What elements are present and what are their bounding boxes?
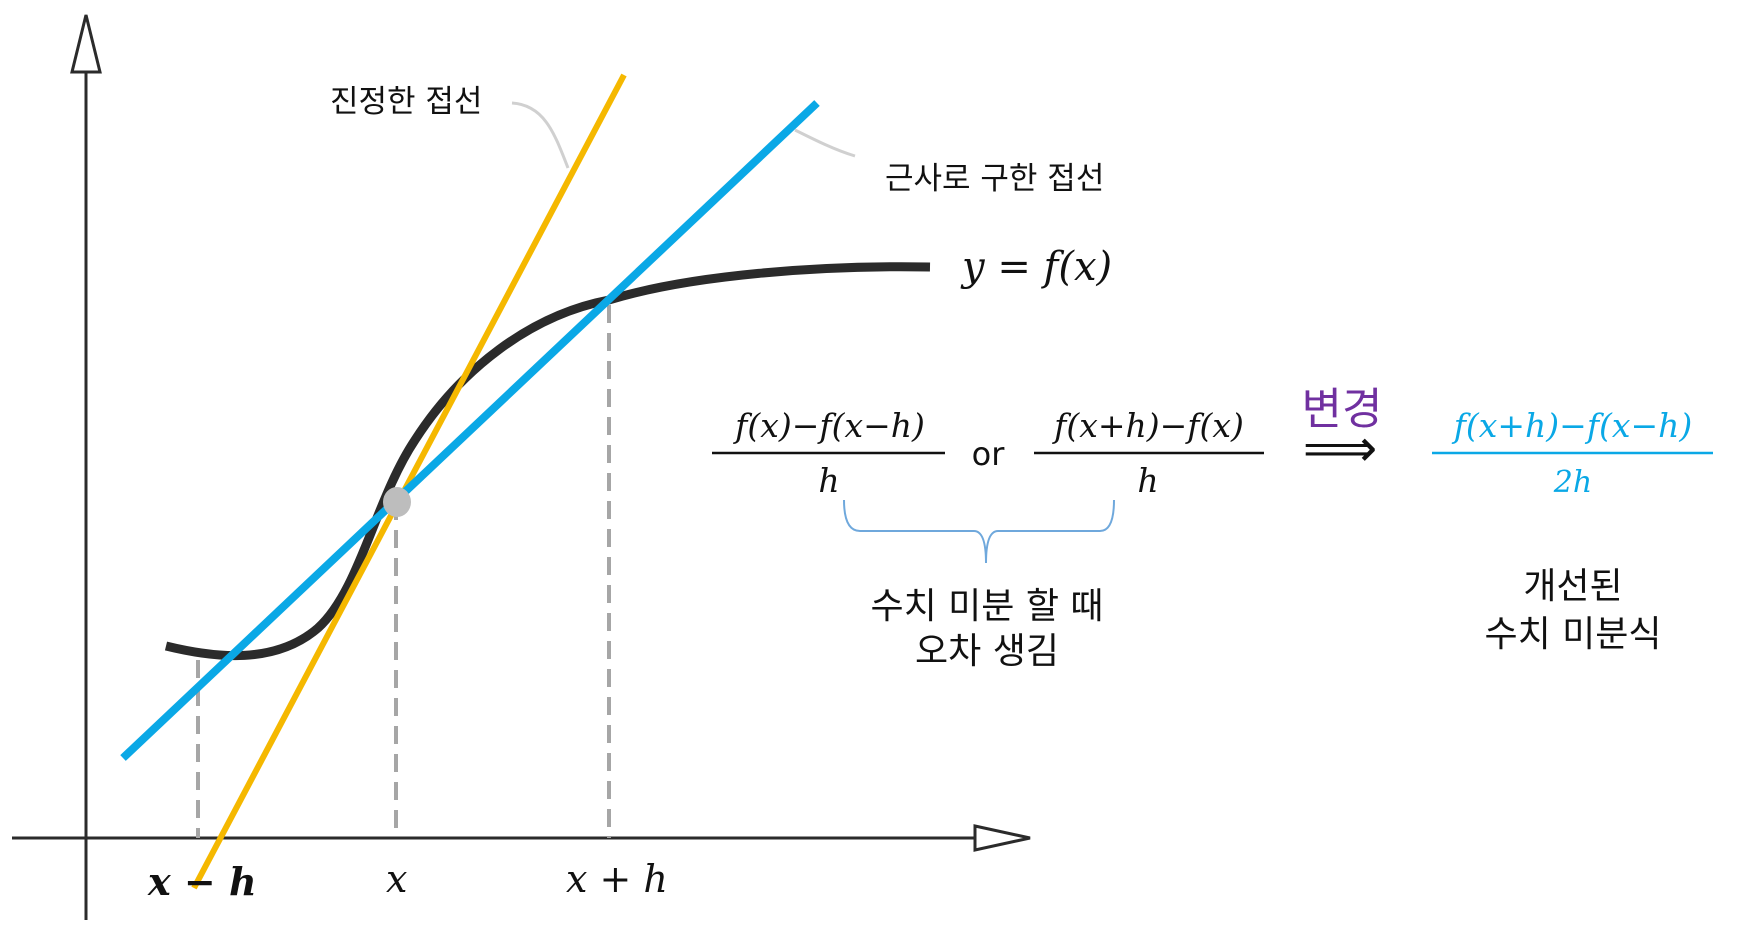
tick-label-x-minus-h: x − h bbox=[147, 859, 257, 904]
error-brace bbox=[843, 499, 1115, 564]
tangent-point bbox=[383, 487, 411, 517]
change-arrow-label: 변경 bbox=[1302, 384, 1383, 435]
tick-label-x: x bbox=[386, 857, 407, 901]
true-tangent-leader bbox=[511, 101, 570, 169]
function-curve bbox=[164, 262, 931, 661]
forward-numerator: f(x+h)−f(x) bbox=[1051, 406, 1244, 445]
forward-denominator: h bbox=[1137, 461, 1158, 500]
true-tangent-label: 진정한 접선 bbox=[330, 84, 482, 120]
approx-tangent-leader bbox=[794, 128, 856, 158]
backward-denominator: h bbox=[818, 461, 839, 500]
improved-note-line1: 개선된 bbox=[1523, 566, 1622, 607]
improved-note-line2: 수치 미분식 bbox=[1484, 614, 1661, 655]
approx-tangent-label: 근사로 구한 접선 bbox=[885, 161, 1104, 197]
central-numerator: f(x+h)−f(x−h) bbox=[1451, 406, 1693, 445]
axes bbox=[12, 14, 1031, 920]
backward-difference-formula: f(x)−f(x−h) h bbox=[712, 406, 945, 500]
true-tangent-line bbox=[191, 73, 627, 890]
approx-tangent-line bbox=[120, 100, 820, 761]
error-note-line2: 오차 생김 bbox=[915, 631, 1059, 672]
central-denominator: 2h bbox=[1553, 465, 1592, 500]
curve-label: y = f(x) bbox=[960, 244, 1112, 290]
change-arrow: ⟹ bbox=[1303, 419, 1378, 479]
forward-difference-formula: f(x+h)−f(x) h bbox=[1034, 406, 1264, 500]
x-axis-arrowhead bbox=[973, 824, 1031, 852]
tick-label-x-plus-h: x + h bbox=[566, 857, 668, 901]
central-difference-formula: f(x+h)−f(x−h) 2h bbox=[1432, 406, 1713, 500]
backward-numerator: f(x)−f(x−h) bbox=[732, 406, 925, 445]
y-axis-arrowhead bbox=[70, 14, 102, 74]
error-note-line1: 수치 미분 할 때 bbox=[870, 586, 1103, 627]
or-label: or bbox=[972, 435, 1006, 473]
